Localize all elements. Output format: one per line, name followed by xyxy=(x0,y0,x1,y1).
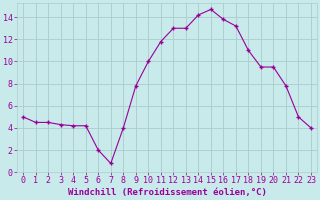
X-axis label: Windchill (Refroidissement éolien,°C): Windchill (Refroidissement éolien,°C) xyxy=(68,188,267,197)
